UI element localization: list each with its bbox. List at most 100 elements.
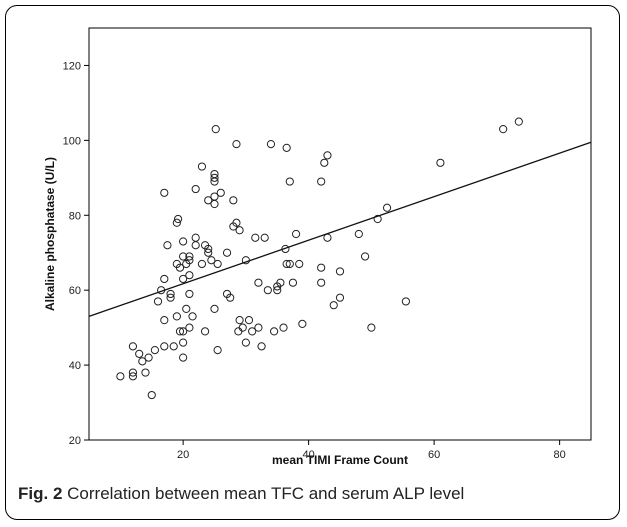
regression-line	[88, 141, 592, 318]
data-point	[270, 327, 279, 336]
data-point	[210, 304, 219, 314]
y-tick-label: 60	[69, 285, 81, 297]
data-point	[361, 252, 370, 261]
data-point	[241, 338, 250, 347]
data-point	[204, 196, 213, 205]
data-point	[317, 278, 326, 287]
data-point	[226, 293, 235, 302]
data-point	[285, 259, 294, 269]
x-axis-ticks: 20 40 60 80	[177, 440, 566, 461]
data-point	[197, 259, 207, 269]
x-tick-label: 20	[177, 449, 189, 461]
x-tick-label: 40	[303, 449, 315, 461]
data-point	[216, 188, 225, 197]
data-point	[279, 323, 288, 332]
data-point	[179, 274, 188, 284]
data-point	[207, 256, 216, 265]
data-point	[166, 289, 175, 299]
data-point	[160, 188, 169, 197]
data-point	[185, 289, 194, 299]
data-point	[197, 162, 207, 171]
y-tick-label: 20	[69, 435, 81, 447]
data-point	[175, 263, 185, 272]
data-point	[210, 173, 219, 182]
data-point	[291, 229, 301, 239]
data-point	[276, 278, 285, 287]
caption-text: Correlation between mean TFC and serum A…	[67, 484, 465, 503]
data-point	[200, 327, 210, 336]
data-point	[263, 286, 272, 295]
data-point	[298, 319, 307, 328]
data-point	[210, 169, 219, 179]
x-axis-title: mean TIMI Frame Count	[272, 453, 408, 467]
y-tick-label: 100	[63, 135, 81, 147]
data-point	[232, 218, 241, 227]
data-point	[135, 349, 144, 358]
data-point	[273, 286, 282, 295]
data-point	[128, 368, 138, 377]
y-axis-ticks: 20 40 60 80 100 120	[63, 60, 89, 447]
data-point	[204, 248, 213, 257]
data-point	[248, 327, 257, 336]
data-point	[153, 297, 163, 306]
data-point	[174, 214, 183, 224]
data-point	[295, 259, 304, 269]
data-point	[138, 357, 147, 366]
data-point	[141, 368, 150, 377]
data-point	[191, 184, 200, 194]
data-point	[185, 256, 194, 265]
data-point	[172, 312, 181, 321]
data-point	[185, 323, 194, 332]
y-tick-label: 80	[69, 210, 81, 222]
data-point	[116, 372, 125, 381]
data-point	[266, 140, 276, 149]
data-point	[144, 353, 153, 362]
data-point	[329, 301, 338, 310]
y-tick-label: 40	[69, 360, 81, 372]
data-point	[235, 316, 244, 325]
data-point	[323, 151, 332, 160]
fit-line-layer	[88, 141, 592, 318]
data-point	[182, 304, 191, 314]
data-point	[251, 233, 260, 242]
data-point	[229, 196, 238, 205]
data-point	[179, 237, 188, 246]
data-point	[436, 158, 445, 167]
data-point	[128, 372, 138, 381]
y-tick-label: 120	[63, 60, 81, 72]
data-point	[288, 278, 298, 287]
x-tick-label: 80	[554, 449, 566, 461]
data-point	[160, 316, 169, 325]
data-point	[260, 233, 269, 242]
data-point	[222, 248, 232, 257]
data-point	[175, 327, 185, 336]
data-point	[254, 278, 263, 287]
data-point	[499, 125, 508, 134]
data-point	[238, 323, 247, 332]
data-points	[116, 117, 523, 400]
data-point	[204, 244, 213, 254]
data-point	[211, 125, 220, 134]
data-point	[210, 192, 219, 201]
data-point	[166, 293, 175, 302]
data-point	[179, 338, 188, 347]
data-point	[244, 316, 254, 325]
data-point	[285, 177, 294, 186]
data-point	[185, 271, 194, 280]
data-point	[191, 233, 200, 242]
data-point	[335, 293, 345, 302]
data-point	[160, 342, 169, 351]
caption-label: Fig. 2	[18, 484, 63, 503]
data-point	[382, 203, 392, 212]
data-point	[320, 158, 329, 167]
data-point	[232, 140, 241, 149]
figure-caption: Fig. 2 Correlation between mean TFC and …	[18, 484, 464, 504]
data-point	[317, 177, 326, 186]
data-point	[169, 342, 178, 351]
data-point	[179, 252, 188, 261]
data-point	[160, 274, 169, 284]
data-point	[213, 346, 222, 355]
data-point	[185, 252, 194, 261]
data-point	[317, 263, 326, 272]
data-point	[254, 323, 263, 332]
